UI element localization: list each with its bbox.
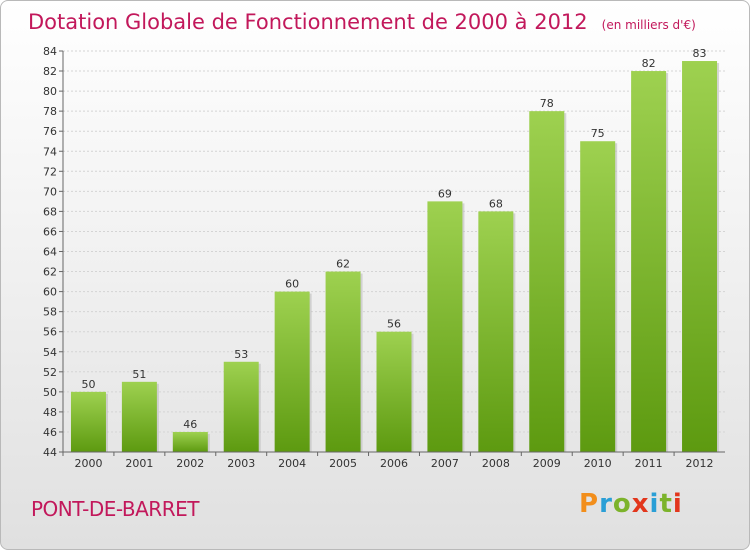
x-tick-label: 2002 xyxy=(176,457,204,470)
logo-letter: i xyxy=(672,489,683,519)
y-tick-label: 62 xyxy=(43,266,57,279)
y-tick-label: 50 xyxy=(43,386,57,399)
y-tick-label: 78 xyxy=(43,105,57,118)
bar-value-label: 83 xyxy=(693,47,707,60)
logo-letter: x xyxy=(631,489,650,519)
bar-value-label: 51 xyxy=(132,368,146,381)
bar-value-label: 46 xyxy=(183,418,197,431)
bar xyxy=(682,61,718,453)
logo-letter: P xyxy=(579,489,600,519)
x-tick-label: 2007 xyxy=(431,457,459,470)
bar-value-label: 60 xyxy=(285,278,299,291)
y-tick-label: 58 xyxy=(43,306,57,319)
y-tick-label: 72 xyxy=(43,165,57,178)
bar xyxy=(325,271,361,452)
bar xyxy=(223,361,259,452)
bar-value-label: 50 xyxy=(81,378,95,391)
logo-letter: r xyxy=(599,489,613,519)
y-tick-label: 80 xyxy=(43,85,57,98)
x-tick-label: 2003 xyxy=(227,457,255,470)
y-tick-label: 66 xyxy=(43,225,57,238)
bar-value-label: 69 xyxy=(438,187,452,200)
y-tick-label: 46 xyxy=(43,426,57,439)
bar xyxy=(70,391,106,452)
bar xyxy=(427,201,463,452)
bar xyxy=(631,71,667,453)
y-tick-label: 60 xyxy=(43,286,57,299)
y-tick-label: 84 xyxy=(43,45,57,58)
y-tick-label: 74 xyxy=(43,145,57,158)
x-tick-label: 2009 xyxy=(533,457,561,470)
bar xyxy=(376,331,412,452)
bar-value-label: 56 xyxy=(387,318,401,331)
chart-title: Dotation Globale de Fonctionnement de 20… xyxy=(28,10,696,34)
unit-note: (en milliers d'€) xyxy=(601,18,696,32)
x-tick-label: 2006 xyxy=(380,457,408,470)
bar xyxy=(529,111,565,453)
x-tick-label: 2004 xyxy=(278,457,306,470)
title-text: Dotation Globale de Fonctionnement de 20… xyxy=(28,10,588,34)
x-tick-label: 2011 xyxy=(635,457,663,470)
commune-name: PONT-DE-BARRET xyxy=(31,497,199,521)
y-tick-label: 68 xyxy=(43,205,57,218)
bar-value-label: 68 xyxy=(489,197,503,210)
y-tick-label: 70 xyxy=(43,185,57,198)
bar-value-label: 62 xyxy=(336,258,350,271)
proxiti-logo: Proxiti xyxy=(579,489,683,519)
x-tick-label: 2008 xyxy=(482,457,510,470)
logo-letter: t xyxy=(659,489,673,519)
y-tick-label: 52 xyxy=(43,366,57,379)
bar xyxy=(172,431,208,452)
bar xyxy=(274,291,310,452)
y-tick-label: 56 xyxy=(43,326,57,339)
bar xyxy=(121,381,157,452)
y-tick-label: 48 xyxy=(43,406,57,419)
y-tick-label: 54 xyxy=(43,346,57,359)
logo-letter: i xyxy=(649,489,660,519)
x-tick-label: 2010 xyxy=(584,457,612,470)
bar-value-label: 82 xyxy=(642,57,656,70)
x-tick-label: 2000 xyxy=(74,457,102,470)
bar-value-label: 53 xyxy=(234,348,248,361)
bar xyxy=(580,141,616,452)
y-tick-label: 76 xyxy=(43,125,57,138)
logo-letter: o xyxy=(612,489,632,519)
y-tick-label: 64 xyxy=(43,246,57,259)
bar xyxy=(478,211,514,452)
x-tick-label: 2001 xyxy=(125,457,153,470)
x-tick-label: 2005 xyxy=(329,457,357,470)
x-tick-label: 2012 xyxy=(686,457,714,470)
bar-value-label: 78 xyxy=(540,97,554,110)
bar-value-label: 75 xyxy=(591,127,605,140)
y-tick-label: 82 xyxy=(43,65,57,78)
y-tick-label: 44 xyxy=(43,446,57,459)
